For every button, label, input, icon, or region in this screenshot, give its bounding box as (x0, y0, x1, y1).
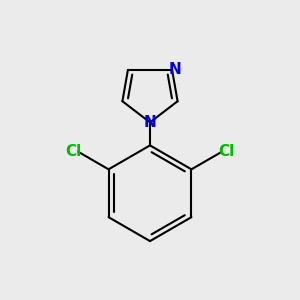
Text: N: N (144, 115, 156, 130)
Text: Cl: Cl (66, 144, 82, 159)
Text: Cl: Cl (218, 144, 234, 159)
Text: N: N (169, 62, 181, 77)
